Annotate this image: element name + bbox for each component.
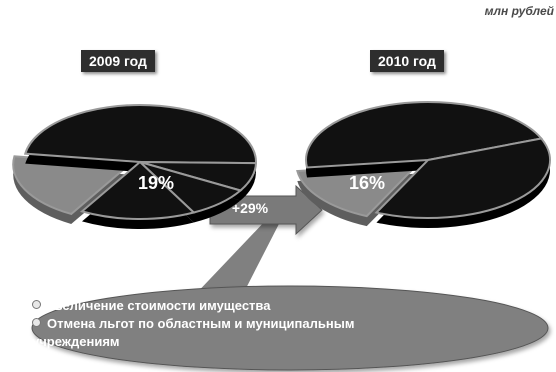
callout-pointer [190, 218, 282, 300]
bullet-icon [32, 300, 41, 309]
pie-slice [79, 160, 196, 220]
year-label-2009: 2009 год [81, 50, 155, 72]
growth-label: +29% [231, 200, 269, 216]
reason-item: Отмена льгот по областным и муниципальны… [32, 315, 432, 333]
bullet-icon [32, 318, 41, 327]
reason-text: учреждениям [32, 334, 120, 349]
reasons-list: Увеличение стоимости имущества Отмена ль… [32, 297, 432, 351]
pie-slice-highlight [296, 162, 421, 218]
reasons-callout [31, 285, 549, 371]
pie-slice-highlight [12, 155, 132, 216]
pie-2010 [296, 101, 551, 229]
pie-slice [374, 137, 551, 219]
pie-slice [305, 101, 544, 169]
highlight-label-2009: 19% [138, 173, 175, 193]
reason-text: Увеличение стоимости имущества [47, 298, 271, 313]
reason-item: Увеличение стоимости имущества [32, 297, 432, 315]
year-label-2010: 2010 год [370, 50, 444, 72]
highlight-label-2010: 16% [349, 173, 386, 193]
reason-text: Отмена льгот по областным и муниципальны… [47, 316, 355, 331]
reason-item-continuation: учреждениям [32, 333, 432, 351]
pie-2009 [12, 104, 258, 229]
unit-label: млн рублей [484, 4, 554, 18]
pie-slice [23, 104, 257, 165]
